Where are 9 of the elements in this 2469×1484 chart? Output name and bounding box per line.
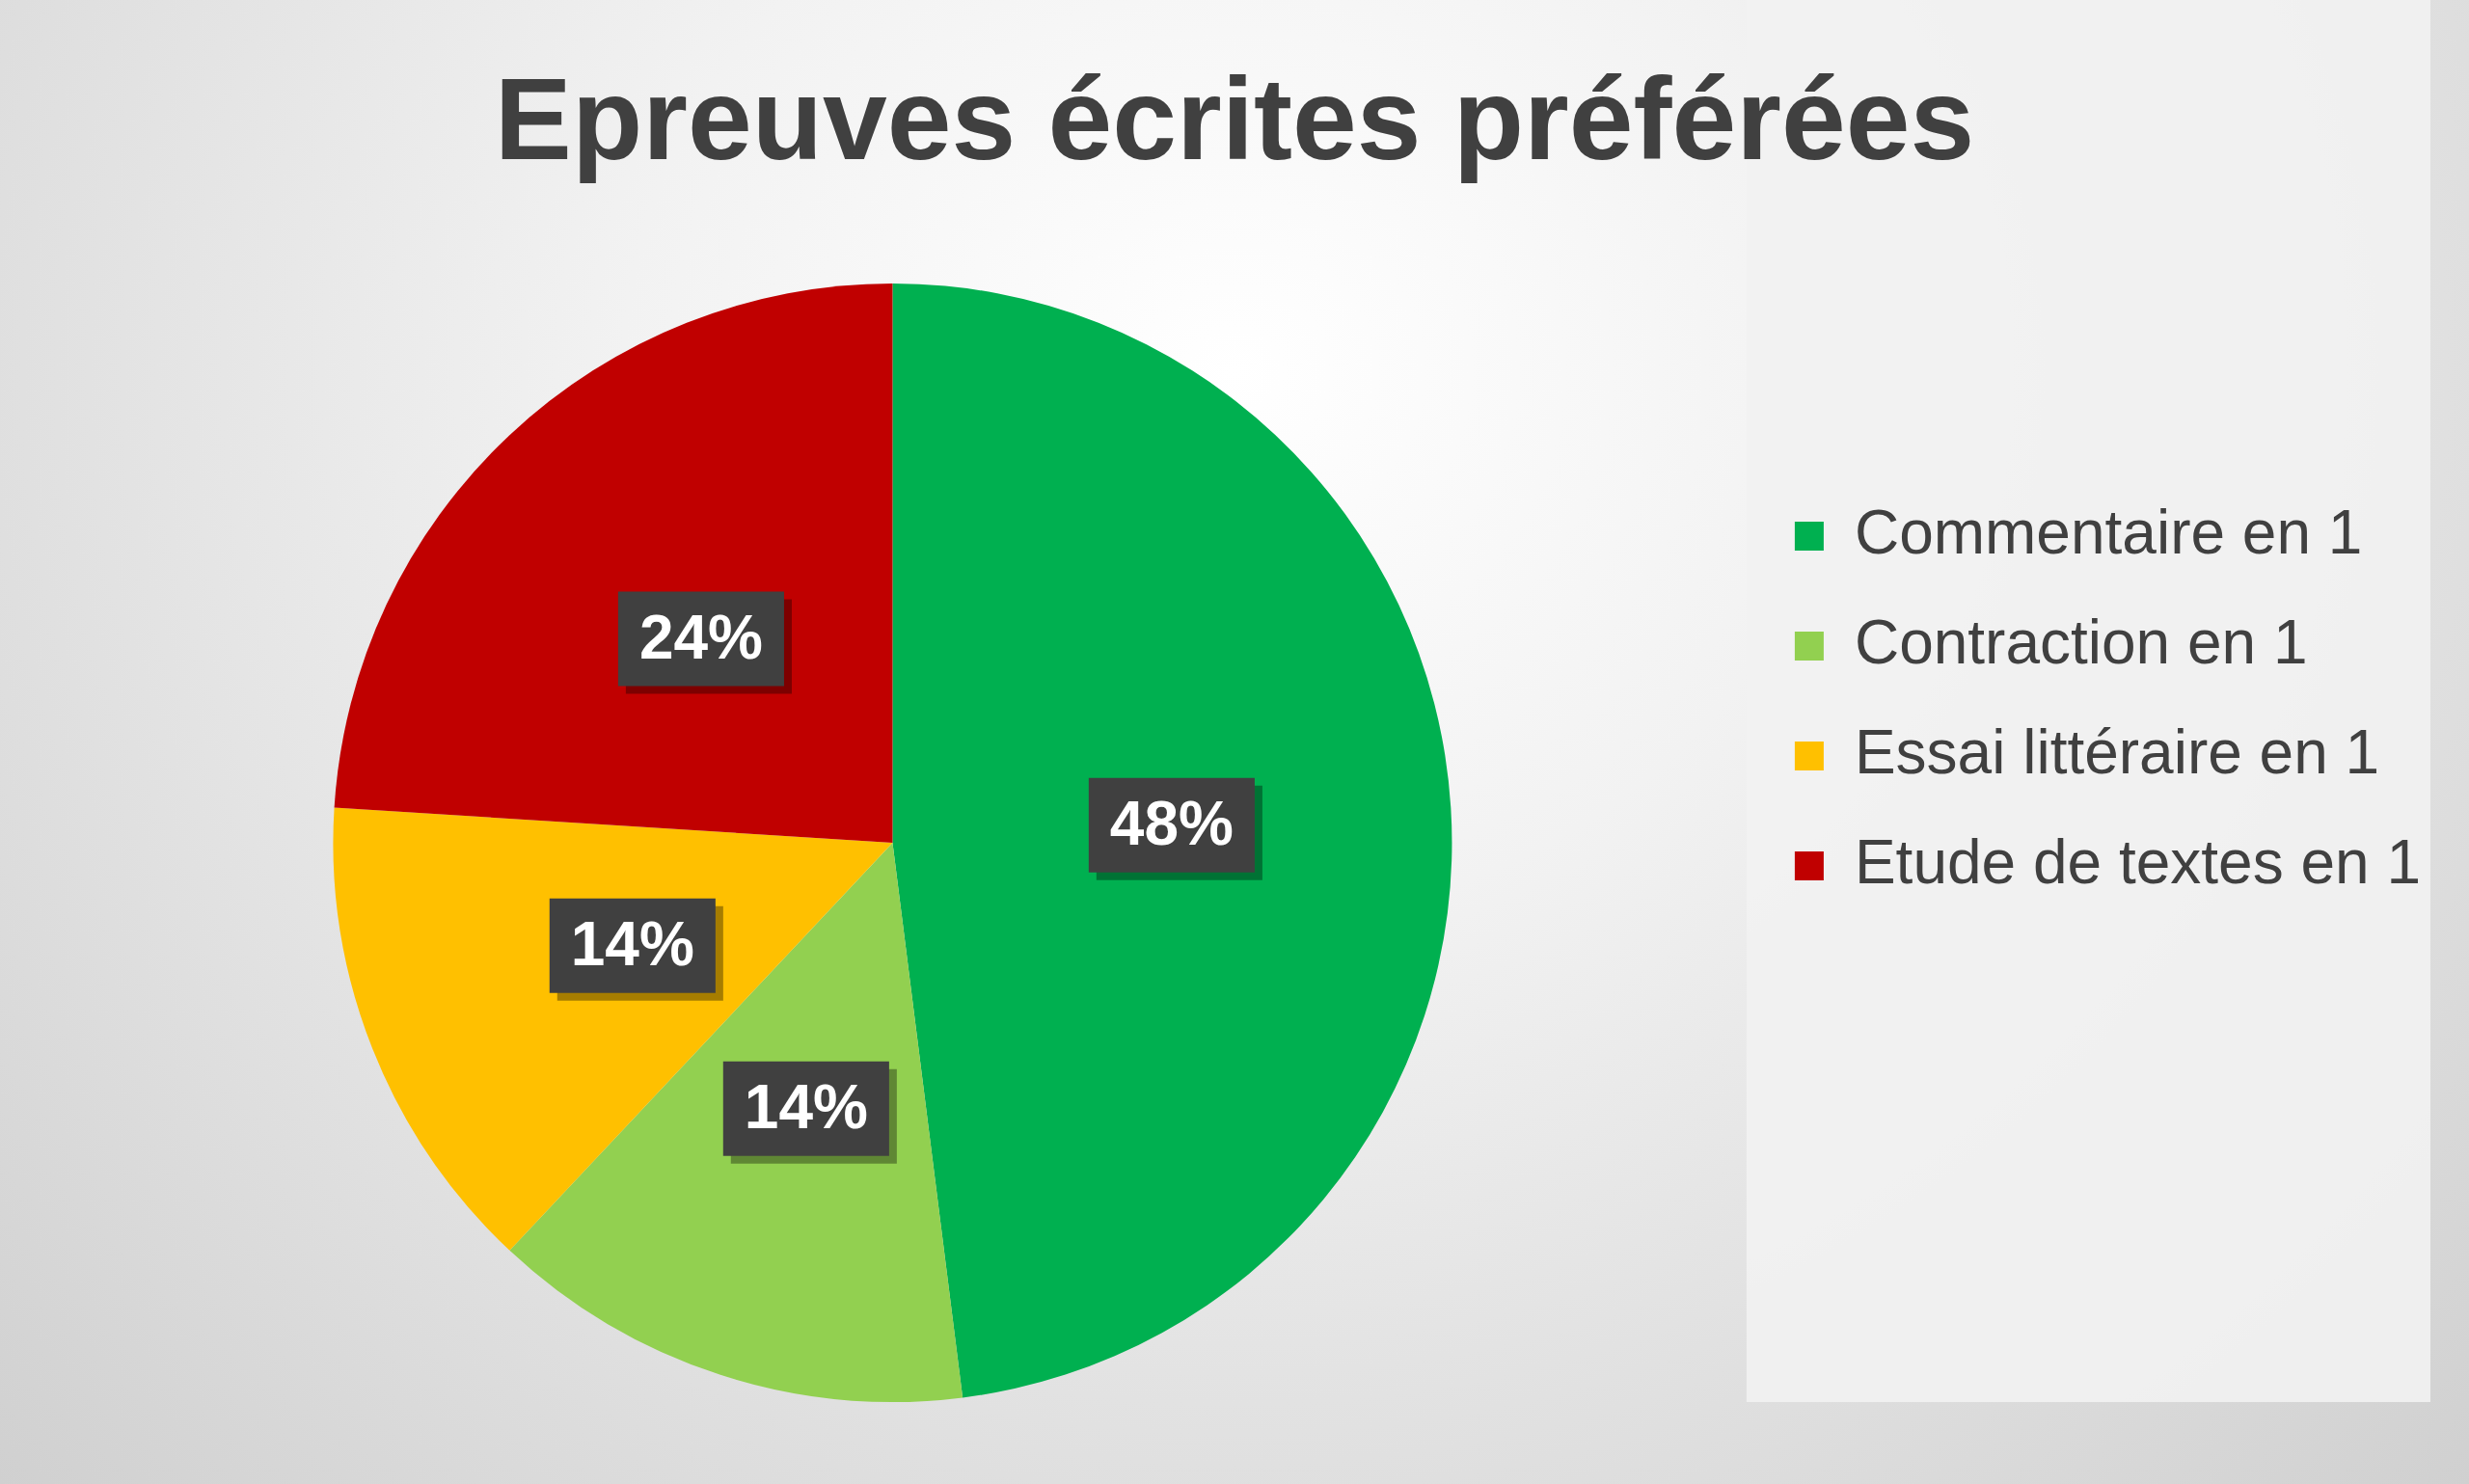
legend-label: Etude de textes en 1 — [1854, 826, 2421, 897]
data-label: 48% — [1109, 789, 1234, 859]
legend-label: Contraction en 1 — [1854, 607, 2308, 677]
text: Epreuves écrites préférées — [494, 54, 1975, 184]
data-label: 14% — [570, 909, 694, 980]
data-label: 24% — [638, 603, 763, 673]
data-label: 14% — [744, 1072, 868, 1143]
legend-label: Essai littéraire en 1 — [1854, 716, 2380, 787]
legend-label: Commentaire en 1 — [1854, 497, 2363, 567]
